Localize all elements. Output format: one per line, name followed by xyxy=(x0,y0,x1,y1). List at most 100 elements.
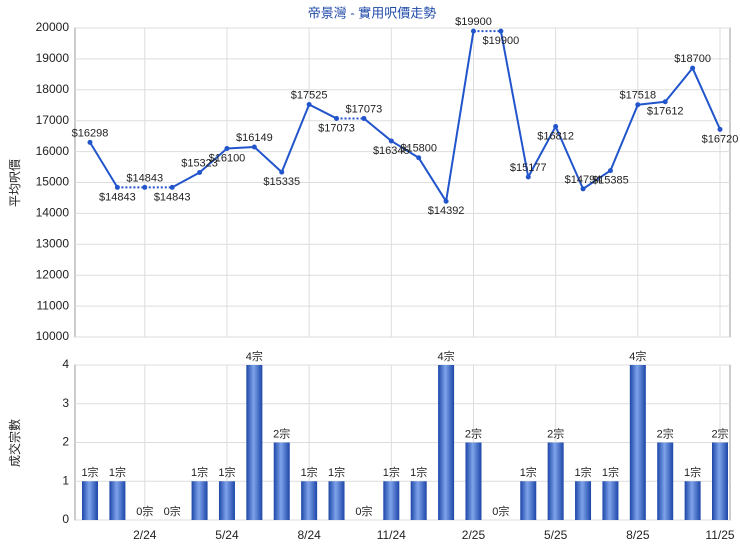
bar xyxy=(246,365,263,520)
y-tick-label: 16000 xyxy=(36,144,70,158)
x-tick-label: 8/24 xyxy=(297,528,321,542)
line-segment xyxy=(527,126,557,178)
point xyxy=(279,169,285,175)
line-segment xyxy=(363,117,392,142)
data-label: 1宗 xyxy=(191,465,208,479)
data-label: 1宗 xyxy=(574,465,591,479)
bar xyxy=(657,442,674,520)
data-label: $17073 xyxy=(346,103,383,115)
line-segment xyxy=(445,30,475,202)
point xyxy=(607,168,613,174)
line-segment xyxy=(554,126,584,190)
chart-title: 帝景灣 - 實用呎價走勢 xyxy=(308,5,437,20)
line-segment xyxy=(582,169,611,190)
x-tick-label: 2/24 xyxy=(133,528,157,542)
line-segment xyxy=(308,103,337,120)
y-axis-label: 成交宗數 xyxy=(7,419,22,467)
point xyxy=(87,139,93,145)
data-label: $14392 xyxy=(428,205,465,217)
line-segment xyxy=(226,145,255,150)
data-label: 2宗 xyxy=(273,426,290,440)
data-label: $15800 xyxy=(400,143,437,155)
point xyxy=(169,184,175,190)
point xyxy=(443,198,449,204)
data-label: 0宗 xyxy=(136,504,153,518)
data-label: $16100 xyxy=(209,152,246,164)
data-label: $15323 xyxy=(181,157,218,169)
x-tick-label: 5/25 xyxy=(544,528,568,542)
data-label: $16812 xyxy=(537,130,574,142)
bar xyxy=(575,481,592,520)
point xyxy=(662,99,668,105)
data-label: $16149 xyxy=(236,132,273,144)
line-segment xyxy=(390,140,420,159)
point xyxy=(470,28,476,34)
point xyxy=(361,115,367,121)
point xyxy=(197,170,203,176)
data-label: 2宗 xyxy=(465,426,482,440)
data-label: $15335 xyxy=(263,176,300,188)
data-label: 1宗 xyxy=(328,465,345,479)
y-tick-label: 12000 xyxy=(36,267,70,281)
bar xyxy=(547,442,564,520)
data-label: $18700 xyxy=(674,53,711,65)
data-label: $16345 xyxy=(373,145,410,157)
bar xyxy=(273,442,290,520)
data-label: $16298 xyxy=(72,127,109,139)
data-label: $17612 xyxy=(647,106,684,118)
data-label: 0宗 xyxy=(164,504,181,518)
data-label: $15385 xyxy=(592,175,629,187)
bar xyxy=(602,481,619,520)
point xyxy=(498,28,504,34)
bar xyxy=(328,481,345,520)
data-label: $17073 xyxy=(318,122,355,134)
bar xyxy=(712,442,728,520)
point xyxy=(416,155,422,161)
y-tick-label: 20000 xyxy=(36,20,70,34)
data-label: 4宗 xyxy=(246,349,263,363)
data-label: $17525 xyxy=(291,89,328,101)
data-label: 1宗 xyxy=(520,465,537,479)
line-segment xyxy=(89,141,119,188)
y-tick-label: 13000 xyxy=(36,236,70,250)
bar xyxy=(410,481,427,520)
line-segment xyxy=(637,100,666,106)
y-axis-label: 平均呎價 xyxy=(8,159,22,207)
line-segment xyxy=(417,157,447,202)
point xyxy=(717,126,723,132)
data-label: 0宗 xyxy=(492,504,509,518)
data-label: 2宗 xyxy=(711,426,728,440)
bar xyxy=(684,481,701,520)
data-label: $14843 xyxy=(154,191,191,203)
y-tick-label: 10000 xyxy=(36,329,70,343)
x-tick-label: 11/24 xyxy=(377,528,406,542)
x-tick-label: 11/25 xyxy=(705,528,734,542)
data-label: 1宗 xyxy=(81,465,98,479)
data-label: 2宗 xyxy=(657,426,674,440)
point xyxy=(388,138,394,144)
line-segment xyxy=(171,171,201,189)
y-tick-label: 2 xyxy=(62,435,69,449)
line-segment xyxy=(664,67,694,103)
data-label: 1宗 xyxy=(218,465,235,479)
data-label: $17518 xyxy=(619,90,656,102)
y-tick-label: 4 xyxy=(62,357,69,371)
bar xyxy=(82,481,98,520)
point xyxy=(114,184,120,190)
y-tick-label: 15000 xyxy=(36,175,70,189)
point xyxy=(251,144,257,150)
data-label: 1宗 xyxy=(602,465,619,479)
data-label: 2宗 xyxy=(547,426,564,440)
point xyxy=(224,146,230,152)
x-tick-label: 5/24 xyxy=(215,528,239,542)
bar xyxy=(301,481,318,520)
data-label: $14794 xyxy=(565,174,602,186)
y-tick-label: 3 xyxy=(62,396,69,410)
y-tick-label: 0 xyxy=(62,512,69,526)
line-segment xyxy=(198,147,228,174)
point xyxy=(690,65,696,71)
y-tick-label: 11000 xyxy=(37,298,70,312)
y-tick-label: 1 xyxy=(62,473,69,487)
data-label: $19900 xyxy=(455,16,492,28)
x-tick-label: 2/25 xyxy=(462,528,486,542)
